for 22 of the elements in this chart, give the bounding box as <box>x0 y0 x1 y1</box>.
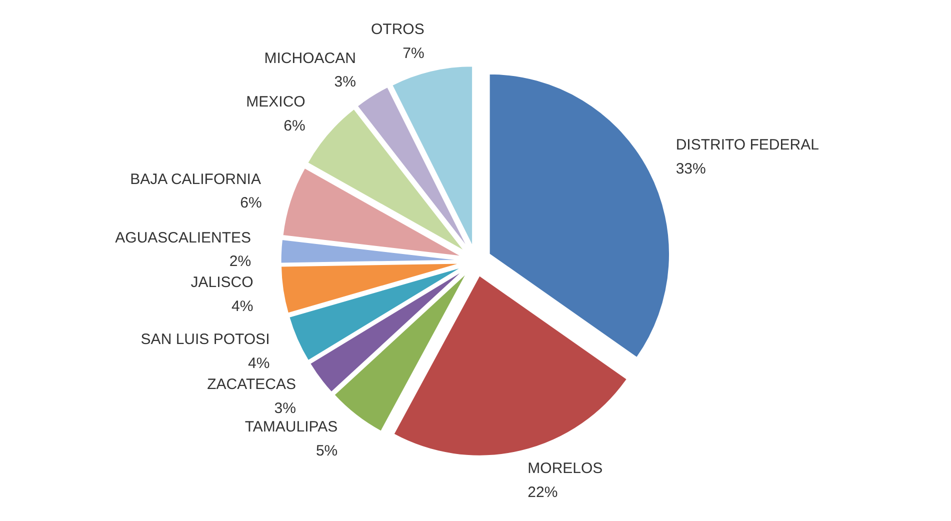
slice-label: OTROS <box>370 21 424 38</box>
data-label: 3% <box>274 400 296 417</box>
data-label: 2% <box>229 253 252 270</box>
slice-label: MICHOACAN <box>264 50 356 67</box>
data-label: 6% <box>284 117 306 134</box>
slice-label: DISTRITO FEDERAL <box>676 136 819 154</box>
slice-label: AGUASCALIENTES <box>115 229 252 246</box>
data-label: 6% <box>240 194 262 212</box>
data-label: 22% <box>528 484 558 501</box>
data-label: 33% <box>676 160 706 178</box>
slice-label: SAN LUIS POTOSI <box>140 331 270 348</box>
slice-label: TAMAULIPAS <box>244 418 338 436</box>
slice-label: MEXICO <box>246 93 306 110</box>
data-label: 4% <box>248 354 270 372</box>
slice-label: MORELOS <box>528 460 603 478</box>
slice-label: BAJA CALIFORNIA <box>130 170 261 188</box>
data-label: 3% <box>334 74 356 91</box>
data-label: 4% <box>232 298 254 315</box>
data-label: 7% <box>402 44 424 62</box>
data-label: 5% <box>316 442 338 460</box>
slice-label: ZACATECAS <box>207 376 296 394</box>
slice-label: JALISCO <box>190 274 254 292</box>
